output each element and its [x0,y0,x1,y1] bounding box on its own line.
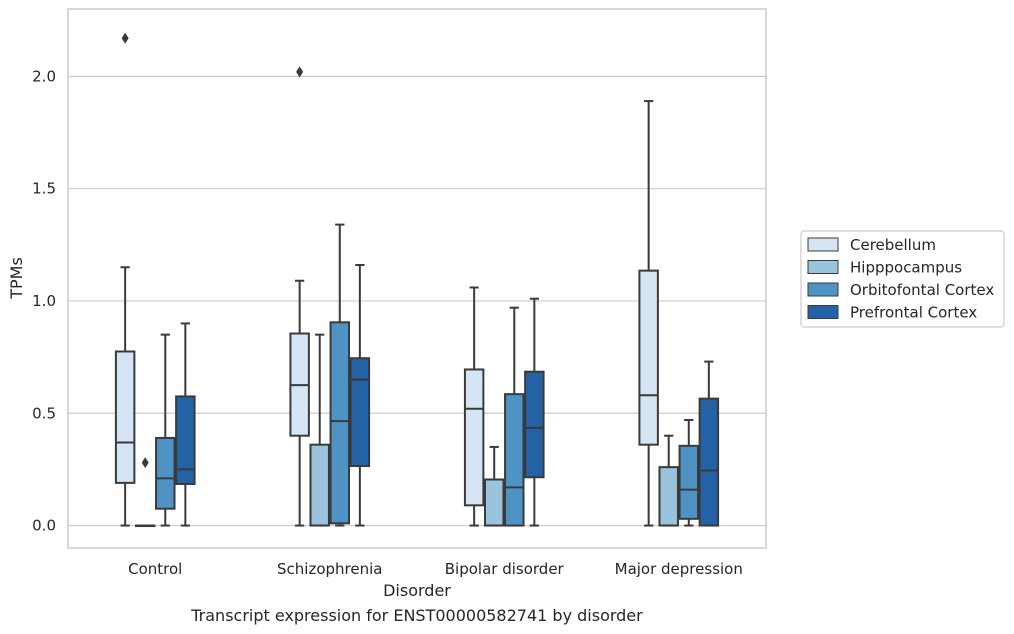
outlier-point [141,457,149,469]
figure-caption: Transcript expression for ENST0000058274… [191,606,643,625]
box-body [175,395,196,485]
legend: Cerebellum Hipppocampus Orbitofontal Corte… [800,230,1005,328]
legend-label: Cerebellum [850,236,936,254]
box-body [114,350,136,484]
legend-swatch [807,260,839,274]
x-tick-label: Schizophrenia [277,560,382,578]
box-body [483,478,505,527]
box-body [155,436,176,510]
box-body [524,370,545,479]
box-0-3 [638,100,659,527]
box-body [504,393,525,527]
legend-item: Prefrontal Cortex [807,304,977,322]
y-axis-label: TPMs [7,257,26,300]
box-body [309,443,330,527]
box-2-1 [329,223,351,527]
x-tick-label: Major depression [615,560,743,578]
legend-item: Cerebellum [807,236,936,254]
legend-item: Hipppocampus [807,259,962,277]
y-tick-label: 0.0 [32,517,56,535]
box-body [658,466,679,527]
box-1-2 [483,445,505,527]
box-3-2 [524,297,545,527]
y-tick-label: 1.5 [32,180,56,198]
box-body [638,269,659,446]
box-body [678,444,700,520]
box-0-1 [289,66,310,527]
box-3-1 [349,264,371,527]
box-plot-area [114,32,720,528]
x-axis-label: Disorder [383,581,451,600]
box-body [329,321,351,525]
box-2-2 [504,306,525,527]
box-2-3 [678,418,700,527]
outlier-point [121,32,129,44]
legend-swatch [807,305,839,319]
box-3-3 [698,360,720,527]
outlier-point [296,66,304,78]
box-1-3 [658,434,679,527]
legend-swatch [807,282,839,297]
legend-frame [800,230,1005,328]
box-0-0 [114,32,136,527]
y-tick-label: 0.5 [32,404,56,422]
y-axis-ticks: 0.0 0.5 1.0 1.5 2.0 [32,67,56,534]
x-tick-label: Control [128,560,182,578]
y-tick-label: 1.0 [32,292,56,310]
box-body [349,357,371,468]
x-axis-ticks: Control Schizophrenia Bipolar disorder Majo… [128,560,743,578]
y-tick-label: 2.0 [32,67,56,85]
legend-label: Hipppocampus [850,259,962,277]
legend-label: Orbitofontal Cortex [850,281,994,299]
box-body [463,368,485,507]
legend-label: Prefrontal Cortex [850,304,977,322]
legend-item: Orbitofontal Cortex [807,281,994,299]
box-3-0 [175,322,196,527]
x-tick-label: Bipolar disorder [445,560,565,578]
box-1-0 [134,457,156,528]
box-0-2 [463,286,485,527]
box-1-1 [309,333,330,527]
box-body [698,397,720,527]
legend-swatch [807,237,839,252]
plot-frame [67,8,767,549]
box-2-0 [155,333,176,527]
